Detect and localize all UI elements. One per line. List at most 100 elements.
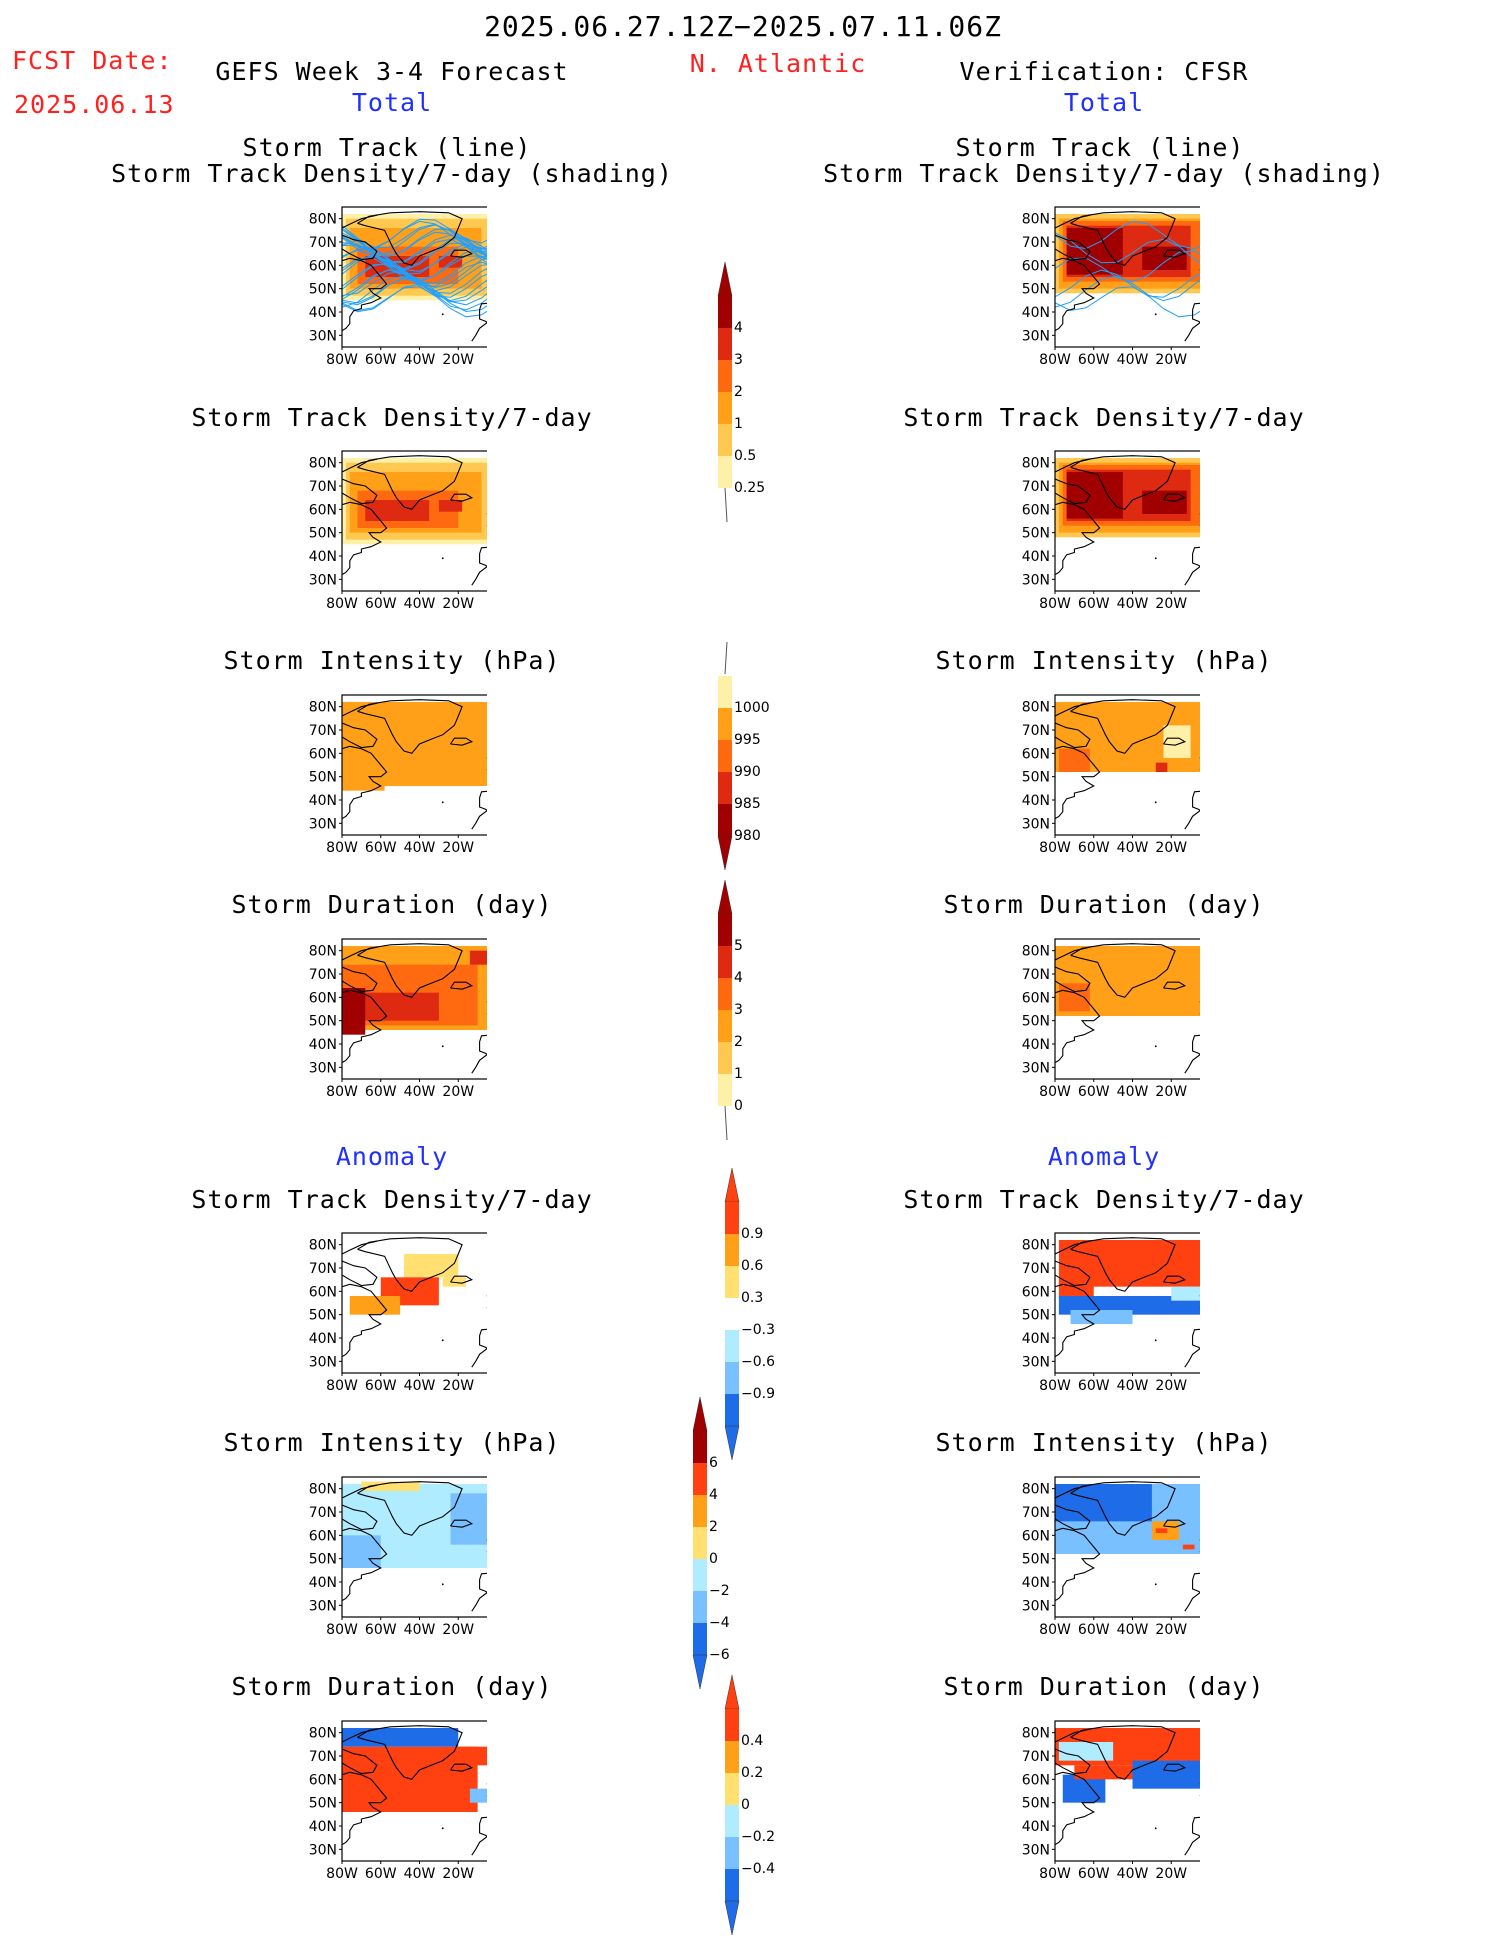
lat-tick-label: 30N [1022,816,1050,832]
lat-tick-label: 40N [1022,793,1050,809]
colorbar-label: 1 [734,1066,743,1082]
lon-tick-label: 20W [442,1084,474,1100]
title-duration-left: Storm Duration (day) [231,890,553,919]
colorbar-segment [725,1234,739,1266]
coastline [342,1728,378,1743]
coastline [1055,234,1091,261]
coastline [357,211,463,266]
lon-tick-label: 40W [1117,1866,1149,1882]
total-label-left: Total [351,88,433,117]
colorbar-label: −2 [709,1583,730,1599]
coastline [1184,1572,1200,1612]
lon-tick-label: 80W [1039,596,1071,612]
lat-tick-label: 60N [309,1284,337,1300]
coastline [1055,745,1101,821]
map-density-anom-left: 80N70N60N50N40N30N80W60W40W20W0 [292,1221,487,1394]
lat-tick-label: 30N [1022,572,1050,588]
lon-tick-label: 40W [404,1866,436,1882]
shaded-region [342,1746,478,1812]
colorbar-label: −0.4 [741,1861,775,1877]
colorbar-segment [693,1463,707,1495]
lat-tick-label: 70N [309,1505,337,1521]
coastline [1070,943,1176,998]
coastline [357,943,463,998]
colorbar-label: −0.3 [741,1322,775,1338]
shaded-region [1058,1296,1200,1315]
lon-tick-label: 20W [442,1866,474,1882]
shaded-region [419,772,459,784]
coastline [1070,1725,1176,1780]
lon-tick-label: 60W [1078,1084,1110,1100]
coastline [1070,699,1176,754]
colorbar-label: 2 [709,1519,718,1535]
title-track-shading-left: Storm Track Density/7-day (shading) [111,159,673,188]
lon-tick-label: 80W [326,840,358,856]
shaded-region [342,1535,381,1568]
lon-tick-label: 20W [1155,1866,1187,1882]
coastline [342,722,378,749]
shaded-region [1070,1310,1133,1324]
shaded-region [1171,1286,1200,1301]
colorbar-segment [718,946,732,978]
anomaly-label-left: Anomaly [335,1142,449,1171]
coastline [1055,946,1091,961]
storm-track-line [1055,232,1200,264]
lon-tick-label: 40W [1117,352,1149,368]
coastline [342,1283,388,1359]
lat-tick-label: 60N [309,1772,337,1788]
colorbar-arrow-up [717,879,733,915]
storm-track-line [342,237,487,270]
coastline [1055,1728,1091,1743]
colorbar-density: 4 3 2 1 0.5 0.25 [717,261,788,526]
colorbar-segment [718,296,732,328]
colorbar-label: 2 [734,384,743,400]
coastline [1163,1519,1187,1528]
coastline [1163,737,1187,746]
lat-tick-label: 70N [1022,1261,1050,1277]
colorbar-label: 4 [734,320,743,336]
lat-tick-label: 30N [309,1842,337,1858]
colorbar-label: −0.2 [741,1829,775,1845]
colorbar-label: 3 [734,1002,743,1018]
colorbar-segment [725,1330,739,1362]
coastline [471,1816,487,1856]
lat-tick-label: 80N [1022,456,1050,472]
shaded-region [361,1481,420,1491]
colorbar-label: 990 [734,764,761,780]
lat-tick-label: 60N [1022,746,1050,762]
colorbar-label: −0.6 [741,1354,775,1370]
coastline [342,257,388,333]
lat-tick-label: 60N [1022,1528,1050,1544]
lat-tick-label: 70N [1022,479,1050,495]
lat-tick-label: 60N [309,746,337,762]
colorbar-arrow-down [717,835,733,871]
lon-tick-label: 80W [326,1084,358,1100]
map-duration-anom-right: 80N70N60N50N40N30N80W60W40W20W0 [1005,1709,1200,1882]
lat-tick-label: 40N [1022,549,1050,565]
coastline [357,699,463,754]
colorbar-density-anom: 0.9 0.6 0.3 −0.3 −0.6 −0.9 [724,1167,795,1464]
coastline [1184,1034,1200,1074]
shaded-region [342,1728,459,1747]
date-range-title: 2025.06.27.12Z−2025.07.11.06Z [484,10,1002,43]
lat-tick-label: 30N [309,1060,337,1076]
coastline [342,458,378,473]
lat-tick-label: 50N [1022,1552,1050,1568]
lat-tick-label: 80N [309,1726,337,1742]
shaded-region [342,767,385,791]
colorbar-label: 0.3 [741,1290,763,1306]
colorbar-segment [718,708,732,740]
lat-tick-label: 40N [309,305,337,321]
coastline [1184,546,1200,586]
coastline [342,1527,388,1603]
coastline [1055,257,1101,333]
lat-tick-label: 70N [1022,235,1050,251]
title-density-anom-left: Storm Track Density/7-day [191,1185,593,1214]
lon-tick-label: 80W [326,1866,358,1882]
coastline [450,249,474,258]
shaded-region [1066,472,1123,519]
lon-tick-label: 60W [365,1622,397,1638]
lat-tick-label: 60N [1022,1284,1050,1300]
colorbar-segment [725,1869,739,1901]
lon-tick-label: 40W [404,1622,436,1638]
